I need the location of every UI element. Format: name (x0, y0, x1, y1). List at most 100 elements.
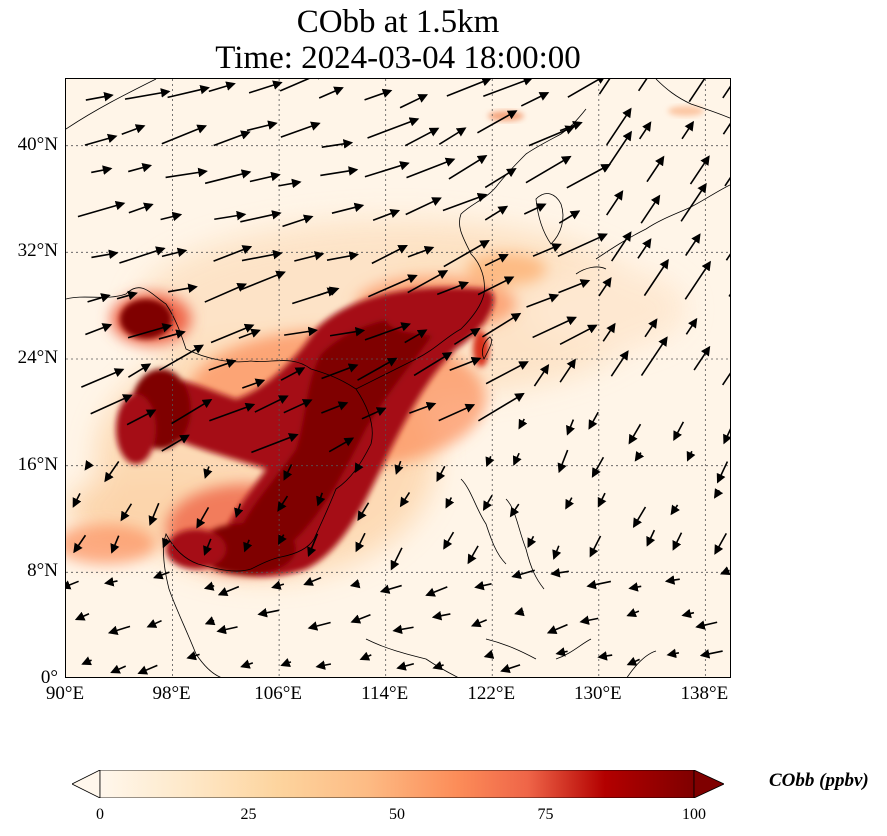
wind-arrow (110, 664, 127, 674)
wind-arrow (693, 345, 711, 371)
wind-arrow (713, 488, 724, 499)
wind-arrow (443, 240, 490, 268)
wind-arrow (597, 492, 607, 508)
wind-arrow (527, 535, 537, 549)
wind-arrow (431, 610, 451, 621)
wind-arrow (526, 293, 560, 308)
wind-arrow (271, 580, 285, 590)
wind-arrow (550, 567, 569, 578)
wind-arrow (640, 336, 668, 377)
wind-arrow (159, 344, 204, 371)
wind-arrow (85, 323, 113, 336)
wind-arrow (557, 449, 569, 474)
wind-arrow (695, 620, 718, 630)
wind-arrow (303, 576, 322, 586)
wind-arrow (318, 86, 344, 99)
wind-arrow (533, 364, 550, 387)
wind-arrow (161, 434, 190, 452)
wind-arrow (555, 647, 568, 657)
wind-arrow (238, 328, 261, 339)
wind-arrow (162, 537, 171, 549)
wind-arrow (107, 625, 131, 635)
map-plot-area[interactable] (65, 78, 731, 678)
wind-arrow (204, 616, 216, 626)
wind-arrow (602, 322, 616, 342)
wind-arrow (241, 249, 283, 262)
wind-arrow (725, 253, 730, 261)
longitude-tick-label: 106°E (254, 683, 302, 704)
wind-arrow (509, 503, 520, 518)
wind-arrow (239, 270, 286, 291)
wind-arrow (216, 624, 238, 635)
wind-arrow (626, 608, 640, 618)
wind-arrow (307, 533, 319, 557)
wind-arrow (681, 608, 695, 619)
wind-arrow (392, 624, 414, 635)
wind-arrow (104, 461, 120, 483)
wind-arrow (484, 168, 517, 189)
wind-arrow (646, 155, 665, 183)
wind-arrow (329, 326, 366, 337)
wind-arrow (316, 492, 326, 507)
wind-arrow (409, 402, 437, 414)
wind-arrow (120, 503, 133, 522)
wind-arrow (328, 437, 355, 453)
wind-arrow (320, 166, 359, 177)
wind-arrow (240, 210, 282, 223)
wind-arrow (368, 274, 418, 298)
colorbar-tick-label: 100 (682, 806, 706, 823)
wind-arrow (317, 286, 340, 297)
wind-arrow (438, 403, 476, 422)
colorbar (71, 769, 725, 799)
wind-arrow (280, 367, 306, 381)
wind-arrow (153, 570, 170, 580)
wind-arrow (666, 648, 680, 659)
wind-arrow (404, 127, 440, 147)
wind-arrow (331, 202, 365, 214)
wind-arrow (243, 539, 253, 553)
wind-arrow (477, 392, 525, 422)
wind-arrow (208, 81, 236, 93)
wind-arrow (628, 582, 642, 592)
wind-arrow (284, 326, 318, 337)
wind-arrow (485, 456, 495, 468)
wind-arrow (453, 327, 481, 346)
wind-arrow (566, 163, 611, 189)
longitude-tick-label: 98°E (152, 683, 191, 704)
wind-arrow (681, 120, 694, 140)
wind-arrow (124, 88, 171, 100)
wind-arrow (196, 507, 210, 529)
longitude-tick-label: 130°E (573, 683, 622, 704)
wind-arrow (326, 251, 359, 261)
wind-arrow (477, 276, 515, 296)
wind-vectors (66, 79, 730, 675)
wind-arrow (372, 208, 401, 221)
wind-arrow (722, 110, 730, 135)
wind-arrow (91, 249, 119, 260)
wind-arrow (628, 423, 642, 445)
wind-arrow (558, 279, 591, 294)
wind-arrow (532, 243, 562, 257)
title-line-2: Time: 2024-03-04 18:00:00 (215, 40, 581, 76)
wind-arrow (598, 79, 611, 95)
longitude-tick-label: 122°E (467, 683, 516, 704)
wind-arrow (719, 566, 730, 576)
wind-arrow (474, 580, 492, 591)
longitude-tick-label: 138°E (680, 683, 729, 704)
wind-arrow (637, 238, 652, 259)
wind-arrow (116, 290, 138, 301)
latitude-tick-label: 8°N (27, 560, 58, 582)
wind-arrow (685, 233, 701, 257)
wind-arrow (565, 497, 575, 510)
wind-arrow (74, 611, 90, 621)
wind-arrow (559, 324, 598, 346)
wind-arrow (137, 664, 158, 675)
wind-arrow (364, 161, 410, 178)
wind-arrow (432, 660, 444, 671)
wind-arrow (528, 125, 576, 147)
wind-arrow (127, 323, 173, 339)
wind-arrow (394, 460, 404, 475)
wind-arrow (119, 246, 166, 264)
wind-arrow (670, 504, 680, 516)
wind-arrow (559, 121, 583, 132)
